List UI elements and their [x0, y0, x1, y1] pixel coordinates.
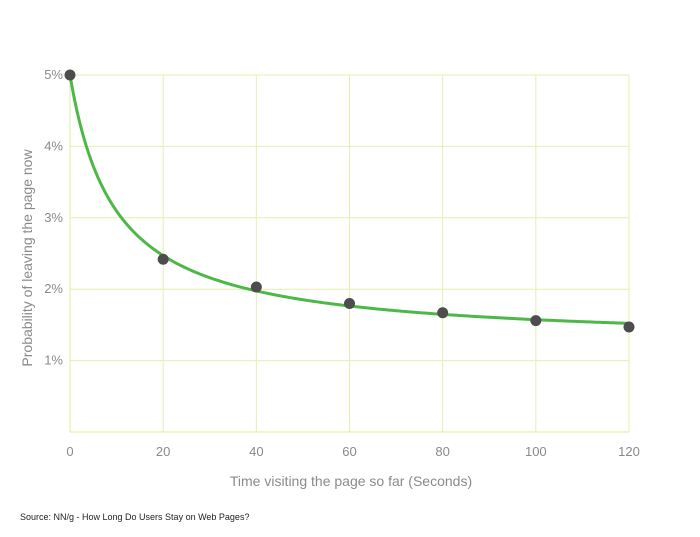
x-tick-100: 100	[525, 444, 547, 459]
y-tick-4: 4%	[44, 138, 63, 153]
data-point-120	[623, 321, 635, 333]
x-tick-0: 0	[66, 444, 73, 459]
x-axis-title: Time visiting the page so far (Seconds)	[230, 473, 472, 489]
y-tick-5: 5%	[44, 67, 63, 82]
y-tick-1: 1%	[44, 353, 63, 368]
x-tick-20: 20	[156, 444, 170, 459]
tick-labels: 0 20 40 60 80 100 120 1% 2% 3% 4% 5%	[44, 67, 640, 459]
data-point-40	[250, 281, 262, 293]
grid	[69, 74, 630, 433]
y-axis-title: Probability of leaving the page now	[19, 149, 35, 367]
y-tick-3: 3%	[44, 210, 63, 225]
data-point-0	[64, 69, 76, 81]
data-points	[64, 69, 635, 333]
x-tick-40: 40	[249, 444, 263, 459]
y-tick-2: 2%	[44, 281, 63, 296]
x-tick-120: 120	[618, 444, 640, 459]
data-point-20	[157, 253, 169, 265]
x-tick-80: 80	[435, 444, 449, 459]
data-point-100	[530, 315, 542, 327]
source-note: Source: NN/g - How Long Do Users Stay on…	[20, 512, 250, 522]
data-point-60	[344, 297, 355, 309]
x-tick-60: 60	[342, 444, 356, 459]
data-point-80	[437, 307, 449, 319]
